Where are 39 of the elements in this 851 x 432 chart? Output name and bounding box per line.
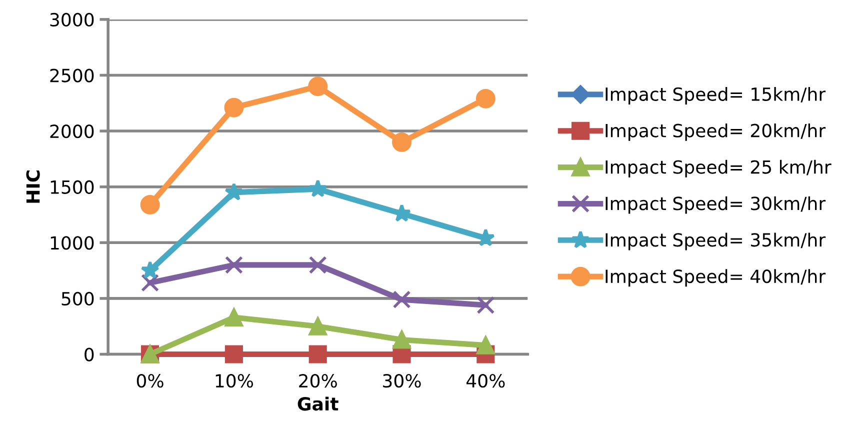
legend-label: Impact Speed= 15km/hr [606,87,826,104]
point [308,179,328,198]
x-tick-label: 20% [299,374,337,388]
point [308,76,328,96]
point [308,317,327,336]
legend-label: Impact Speed= 30km/hr [606,196,826,214]
y-axis-title: HIC [26,170,40,203]
point [476,88,496,108]
y-tick-label: 0 [84,348,94,362]
point [392,330,411,349]
point [140,194,160,214]
legend-label: Impact Speed= 40km/hr [606,269,826,287]
point [392,290,411,309]
legend-label: Impact Speed= 35km/hr [606,232,826,250]
y-tick-label: 1500 [50,180,94,194]
x-tick-label: 30% [383,374,421,388]
x-axis-title: Gait [298,396,338,411]
y-tick-label: 1000 [50,236,94,250]
point [224,345,243,364]
y-tick-label: 3000 [50,12,94,27]
point [140,260,160,279]
x-tick-label: 10% [216,374,254,388]
x-tick-label: 0% [136,374,164,388]
y-tick-label: 2500 [50,68,94,82]
point [476,296,495,314]
point [224,182,244,201]
point [308,256,327,274]
point [224,308,243,326]
point [392,132,412,152]
point [141,274,160,292]
y-tick-label: 2000 [50,124,94,138]
point [224,256,243,274]
point [224,98,244,118]
legend-label: Impact Speed= 20km/hr [606,123,826,141]
y-tick-label: 500 [62,292,94,306]
point [476,336,495,354]
legend-label: Impact Speed= 25 km/hr [606,160,832,178]
x-tick-label: 40% [466,374,505,388]
point [308,345,327,364]
